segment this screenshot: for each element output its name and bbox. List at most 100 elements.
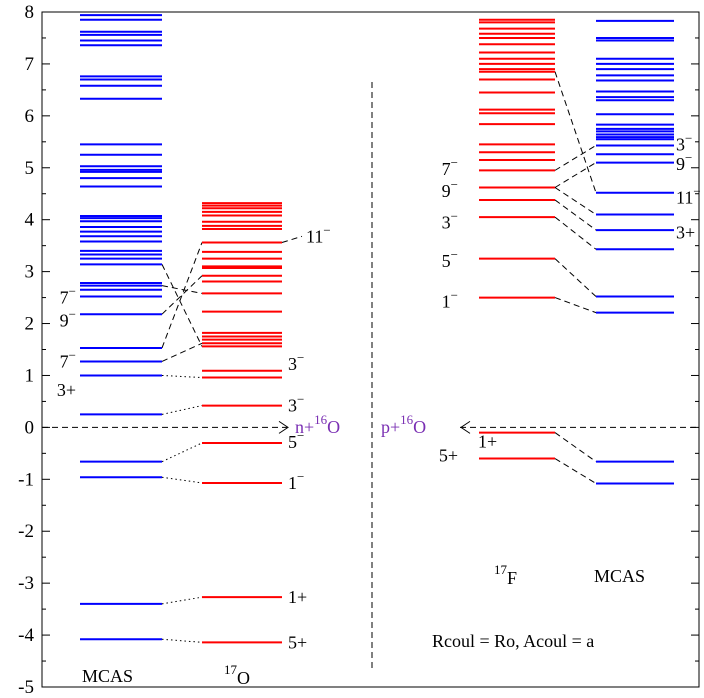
level-label-o17-parity: − <box>323 222 330 237</box>
level-label-mcas-left-text: 7 <box>60 351 69 371</box>
level-label-f17: 1− <box>442 288 458 312</box>
connection-right <box>554 71 597 193</box>
level-label-f17: 1+ <box>478 431 497 451</box>
level-label-o17: 11− <box>306 222 331 246</box>
connection-left <box>161 405 203 415</box>
level-label-o17-parity: − <box>297 350 304 365</box>
level-label-mcas-right-parity: − <box>685 150 692 165</box>
y-tick-label: 0 <box>25 417 35 438</box>
y-tick-label: 8 <box>25 2 35 23</box>
level-label-mcas-right-text: 11 <box>676 187 693 207</box>
level-label-mcas-right: 11− <box>676 183 701 207</box>
threshold-n16o-element: O <box>327 417 340 437</box>
connection-left <box>161 476 203 484</box>
connection-left <box>161 242 203 349</box>
threshold-p16o: p+16O <box>381 412 426 437</box>
connection-left <box>161 596 203 605</box>
connection-left <box>161 442 203 463</box>
level-label-o17: 1+ <box>288 587 307 607</box>
connection-right <box>554 145 597 171</box>
level-labels: 7−9−7−3+11−3−3−5−1−1+5+7−9−3−5−1−1+5+3−9… <box>57 130 701 652</box>
level-label-f17: 7− <box>442 155 458 179</box>
connection-left <box>161 285 203 294</box>
level-label-mcas-right: 3− <box>676 130 692 154</box>
level-label-o17: 5− <box>288 428 304 452</box>
mcas-right-label: MCAS <box>594 566 645 586</box>
connection-left <box>161 264 203 347</box>
connection-right <box>554 297 597 314</box>
f17-label: 17F <box>494 562 517 588</box>
level-label-o17: 3− <box>288 392 304 416</box>
level-label-mcas-right-text: 9 <box>676 154 685 174</box>
y-tick-label: -1 <box>18 469 34 490</box>
level-label-o17-parity: − <box>297 392 304 407</box>
label-leader <box>281 235 303 244</box>
connection-right <box>554 258 597 297</box>
connection-left <box>161 374 203 379</box>
level-label-o17-text: 1+ <box>288 587 307 607</box>
threshold-p16o-prefix: p+ <box>381 417 400 437</box>
y-tick-label: -5 <box>18 677 34 698</box>
y-tick-label: -2 <box>18 521 34 542</box>
o17-label-element: O <box>237 668 250 688</box>
level-connections <box>161 71 597 643</box>
level-label-f17-parity: − <box>451 155 458 170</box>
mcas-left-label: MCAS <box>82 666 133 686</box>
zero-arrow-right <box>460 420 471 434</box>
level-label-mcas-left: 9− <box>60 306 76 330</box>
threshold-n16o-prefix: n+ <box>295 417 314 437</box>
level-label-mcas-right-text: 3+ <box>676 223 695 243</box>
f17-label-element: F <box>507 568 517 588</box>
level-label-mcas-left-parity: − <box>69 306 76 321</box>
y-tick-label: 1 <box>25 365 35 386</box>
y-tick-label: 6 <box>25 106 35 127</box>
level-label-o17-parity: − <box>297 469 304 484</box>
level-label-f17: 3− <box>442 208 458 232</box>
level-label-mcas-right-text: 3 <box>676 134 685 154</box>
level-label-o17-text: 3 <box>288 354 297 374</box>
y-tick-label: 3 <box>25 262 35 283</box>
level-label-o17: 5+ <box>288 632 307 652</box>
connection-left <box>161 638 203 643</box>
o17-label-mass: 17 <box>224 662 238 677</box>
connection-right <box>554 162 597 188</box>
level-label-o17-text: 5 <box>288 432 297 452</box>
threshold-n16o: n+16O <box>295 412 340 437</box>
threshold-p16o-mass: 16 <box>400 412 414 427</box>
level-label-mcas-left-text: 3+ <box>57 380 76 400</box>
connection-right <box>554 199 597 231</box>
level-label-mcas-right-parity: − <box>685 130 692 145</box>
level-label-mcas-left-parity: − <box>69 284 76 299</box>
o17-label: 17O <box>224 662 250 688</box>
connection-right <box>554 216 597 250</box>
level-label-o17: 3− <box>288 350 304 374</box>
level-label-o17-text: 11 <box>306 226 323 246</box>
level-label-o17-parity: − <box>297 428 304 443</box>
level-label-f17-text: 3 <box>442 212 451 232</box>
level-label-mcas-left-text: 7 <box>60 288 69 308</box>
level-label-mcas-right: 3+ <box>676 223 695 243</box>
level-label-f17-parity: − <box>451 247 458 262</box>
y-tick-label: 7 <box>25 54 35 75</box>
level-label-mcas-left-parity: − <box>69 347 76 362</box>
level-label-o17-text: 1 <box>288 473 297 493</box>
annotation: Rcoul = Ro, Acoul = a <box>432 631 594 651</box>
f17-label-mass: 17 <box>494 562 508 577</box>
connection-left <box>161 275 203 315</box>
zero-arrow-left <box>278 420 289 434</box>
level-label-mcas-left: 3+ <box>57 380 76 400</box>
level-label-mcas-right: 9− <box>676 150 692 174</box>
level-label-f17: 5+ <box>439 445 458 465</box>
y-tick-label: 4 <box>25 210 35 231</box>
level-label-f17-parity: − <box>451 177 458 192</box>
connection-right <box>554 187 597 215</box>
y-tick-label: 5 <box>25 158 35 179</box>
level-label-f17: 9− <box>442 177 458 201</box>
level-label-mcas-right-parity: − <box>693 183 700 198</box>
level-label-f17: 5− <box>442 247 458 271</box>
level-label-o17-text: 5+ <box>288 632 307 652</box>
level-label-mcas-left-text: 9 <box>60 310 69 330</box>
level-label-f17-parity: − <box>451 208 458 223</box>
connection-right <box>554 432 597 463</box>
